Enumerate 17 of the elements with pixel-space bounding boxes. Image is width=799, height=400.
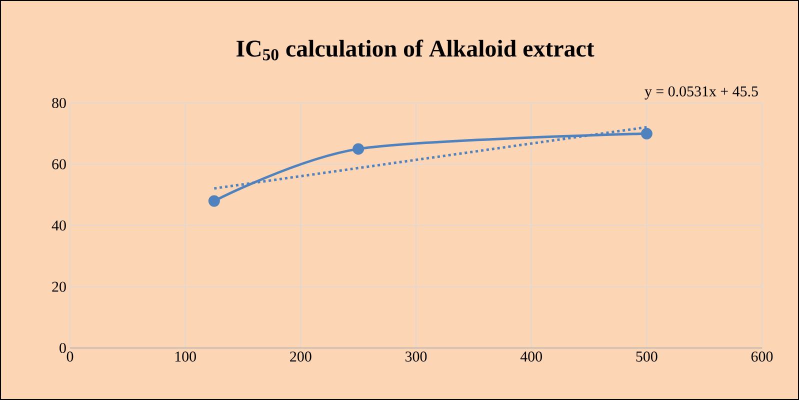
x-tick-label: 300 <box>406 352 427 362</box>
y-tick-label: 80 <box>52 98 66 108</box>
y-tick-label: 0 <box>60 342 66 354</box>
x-tick-label: 600 <box>751 352 773 362</box>
text: y = 0.0531x + 45.5 <box>644 86 758 100</box>
chart-title: IC$_{50}$ calculation of Alkaloid extract <box>236 40 594 60</box>
x-tick-label: 400 <box>520 352 542 362</box>
point <box>640 128 652 140</box>
y-tick-label: 20 <box>52 282 66 292</box>
point <box>208 195 220 207</box>
point <box>352 143 364 155</box>
y-tick-label: 60 <box>52 159 66 170</box>
x-tick-label: 200 <box>290 352 312 362</box>
y-tick-label: 40 <box>52 220 66 231</box>
x-tick-label: 0 <box>66 352 74 362</box>
x-tick-label: 100 <box>175 352 196 362</box>
x-tick-label: 500 <box>636 352 658 362</box>
